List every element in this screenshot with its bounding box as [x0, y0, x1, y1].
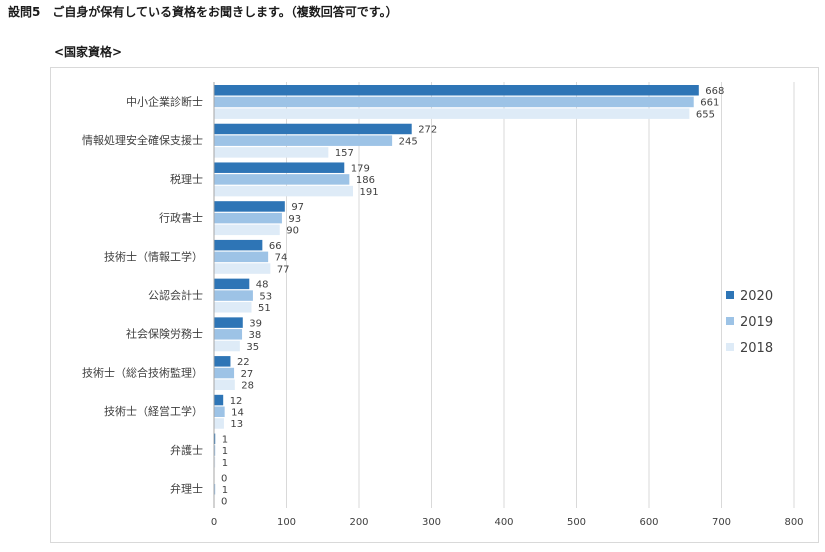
category-label: 社会保険労務士 — [126, 327, 203, 341]
legend-label: 2020 — [740, 289, 773, 304]
x-tick-label: 200 — [349, 517, 368, 528]
bar-2019 — [214, 367, 235, 379]
legend-swatch-2018 — [726, 343, 734, 351]
bar-2019 — [214, 135, 393, 146]
category-label: 技術士（総合技術監理） — [82, 365, 203, 379]
category-label: 行政書士 — [159, 211, 203, 225]
data-label: 51 — [258, 303, 271, 314]
x-tick-label: 100 — [277, 517, 296, 528]
data-label: 245 — [399, 136, 418, 147]
category-label: 中小企業診断士 — [126, 94, 203, 108]
category-label: 税理士 — [170, 172, 203, 186]
x-tick-label: 600 — [639, 517, 658, 528]
data-label: 53 — [259, 291, 272, 302]
category-label: 情報処理安全確保支援士 — [82, 133, 203, 147]
bar-2020 — [214, 162, 345, 173]
question-number: 設問5 — [8, 5, 41, 19]
bar-2020 — [214, 239, 263, 251]
data-label: 48 — [256, 280, 269, 291]
data-label: 12 — [230, 396, 243, 407]
x-tick-label: 800 — [784, 517, 803, 528]
data-label: 22 — [237, 357, 250, 368]
bar-2020 — [214, 85, 699, 96]
bar-2019 — [214, 96, 694, 108]
data-label: 13 — [230, 419, 243, 430]
data-label: 179 — [351, 163, 370, 174]
data-label: 93 — [288, 214, 301, 225]
data-label: 0 — [221, 497, 227, 508]
x-tick-label: 700 — [712, 517, 731, 528]
bar-2020 — [214, 317, 243, 328]
data-label: 0 — [221, 473, 227, 484]
data-label: 74 — [275, 253, 288, 264]
data-label: 668 — [705, 86, 724, 97]
bar-2019 — [214, 445, 216, 456]
category-label: 弁理士 — [170, 482, 203, 496]
question-text: ご自身が保有している資格をお聞きします。（複数回答可です。） — [52, 5, 398, 19]
legend-swatch-2019 — [726, 317, 734, 325]
data-label: 39 — [249, 318, 262, 329]
data-label: 1 — [222, 446, 228, 457]
bar-2019 — [214, 406, 225, 418]
bar-2019 — [214, 483, 216, 495]
bar-2018 — [214, 302, 252, 313]
bar-2018 — [214, 418, 224, 429]
bar-2018 — [214, 340, 240, 352]
x-tick-label: 500 — [567, 517, 586, 528]
x-tick-label: 300 — [422, 517, 441, 528]
data-label: 655 — [696, 109, 715, 120]
data-label: 157 — [335, 148, 354, 159]
bar-2020 — [214, 201, 285, 212]
data-label: 35 — [246, 342, 259, 353]
bar-2020 — [214, 123, 412, 135]
bar-2019 — [214, 290, 253, 301]
bar-2018 — [214, 263, 271, 274]
data-label: 1 — [222, 458, 228, 469]
bar-2020 — [214, 394, 224, 406]
data-label: 661 — [700, 98, 719, 109]
bar-2018 — [214, 379, 235, 390]
data-label: 38 — [249, 330, 262, 341]
data-label: 90 — [286, 226, 299, 237]
bar-2019 — [214, 251, 269, 263]
bar-2018 — [214, 185, 353, 197]
legend-label: 2018 — [740, 341, 773, 356]
bar-2019 — [214, 329, 243, 340]
data-label: 27 — [241, 369, 254, 380]
data-label: 14 — [231, 408, 244, 419]
chart-frame — [50, 67, 819, 543]
legend-swatch-2020 — [726, 291, 734, 299]
bar-2020 — [214, 278, 250, 290]
category-label: 技術士（経営工学） — [104, 404, 203, 418]
question-heading: 設問5 ご自身が保有している資格をお聞きします。（複数回答可です。） — [8, 3, 398, 20]
legend-label: 2019 — [740, 315, 773, 330]
bar-2018 — [214, 224, 280, 236]
x-tick-label: 0 — [211, 517, 217, 528]
bar-2019 — [214, 212, 282, 224]
category-label: 技術士（情報工学） — [104, 249, 203, 263]
data-label: 186 — [356, 175, 375, 186]
data-label: 97 — [291, 202, 304, 213]
data-label: 191 — [359, 187, 378, 198]
bar-2018 — [214, 147, 329, 158]
x-tick-label: 400 — [494, 517, 513, 528]
data-label: 77 — [277, 264, 290, 275]
data-label: 1 — [222, 485, 228, 496]
data-label: 28 — [241, 380, 254, 391]
category-label: 公認会計士 — [148, 288, 203, 302]
bar-2018 — [214, 108, 690, 119]
data-label: 272 — [418, 125, 437, 136]
bar-2020 — [214, 433, 216, 445]
data-label: 1 — [222, 435, 228, 446]
bar-2019 — [214, 174, 350, 185]
bar-2020 — [214, 356, 231, 367]
data-label: 66 — [269, 241, 282, 252]
category-label: 弁護士 — [170, 443, 203, 457]
section-title: <国家資格> — [54, 45, 123, 59]
bar-2018 — [214, 456, 216, 468]
